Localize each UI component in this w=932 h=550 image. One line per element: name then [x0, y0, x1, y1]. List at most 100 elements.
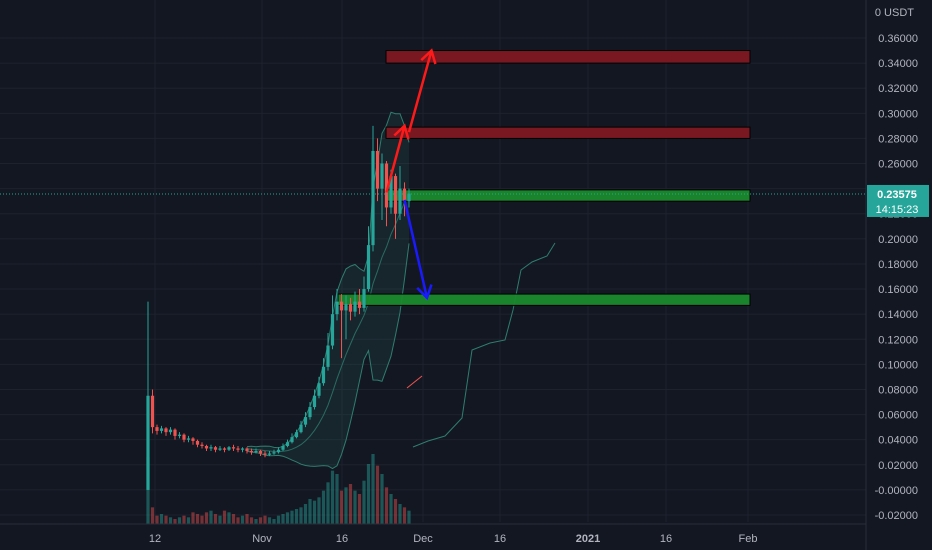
volume-bar — [335, 474, 339, 524]
candle-body — [380, 163, 384, 189]
candle-body — [326, 345, 330, 367]
candle-body — [272, 452, 276, 454]
volume-bar — [362, 480, 366, 524]
candle-body — [150, 395, 155, 428]
candle-body — [240, 448, 245, 450]
volume-bar — [204, 512, 209, 524]
price-tick-label: 0.10000 — [878, 359, 918, 371]
volume-bar — [272, 519, 276, 524]
volume-bar — [299, 507, 303, 524]
price-tick-label: 0.06000 — [878, 410, 918, 422]
time-tick-label: Dec — [413, 533, 433, 545]
blue-arrow-down-head — [416, 284, 433, 301]
volume-bar — [353, 490, 357, 524]
volume-bar — [222, 510, 227, 524]
last-price-countdown: 14:15:23 — [876, 204, 919, 216]
candle-body — [222, 448, 227, 450]
candle-body — [195, 440, 200, 445]
price-tick-label: 0.20000 — [878, 234, 918, 246]
volume-bar — [155, 515, 159, 524]
candle-body — [348, 304, 353, 312]
candle-body — [407, 193, 411, 202]
candle-body — [371, 150, 375, 246]
blue-arrow-down-shaft — [403, 199, 429, 299]
volume-bar — [218, 515, 222, 524]
volume-bar — [303, 504, 308, 524]
candle-body — [308, 407, 312, 418]
last-price-marker: 0.23575 14:15:23 — [0, 184, 929, 217]
volume-bar — [263, 515, 267, 524]
candle-body — [398, 188, 402, 214]
candle-body — [209, 447, 213, 449]
price-tick-label: 0.34000 — [878, 58, 918, 70]
time-tick-label: 16 — [494, 533, 506, 545]
volume-bar — [254, 519, 258, 524]
volume-bar — [290, 510, 294, 524]
volume-bar — [213, 514, 218, 524]
time-tick-label: Nov — [252, 533, 272, 545]
candle-body — [353, 301, 357, 312]
red-arrow-up-2-head — [420, 48, 437, 65]
volume-bar — [191, 512, 195, 524]
volume-bar — [177, 517, 182, 524]
candle-body — [276, 449, 281, 453]
price-tick-label: 0.26000 — [878, 159, 918, 171]
candle-body — [402, 188, 407, 202]
volume-bars — [146, 454, 411, 524]
time-tick-label: 12 — [149, 533, 161, 545]
volume-bar — [209, 510, 213, 524]
candles-layer — [146, 125, 411, 490]
volume-bar — [407, 510, 411, 524]
candle-body — [245, 448, 249, 451]
volume-bar — [146, 457, 150, 524]
candle-body — [330, 314, 335, 346]
volume-bar — [285, 512, 290, 524]
price-axis[interactable]: 0 USDT 0.36000 0.34000 0.32000 0.30000 0.2800… — [865, 0, 918, 550]
red-arrow-up-2-shaft — [407, 50, 433, 133]
volume-bar — [321, 490, 326, 524]
candle-body — [218, 448, 222, 450]
volume-bar — [267, 517, 272, 524]
price-tick-label: 0.16000 — [878, 284, 918, 296]
candle-body — [299, 424, 303, 433]
candle-body — [362, 289, 366, 308]
candle-body — [335, 301, 339, 315]
candle-body — [254, 450, 258, 453]
lagging-line — [412, 242, 556, 448]
candle-body — [312, 395, 317, 408]
time-axis[interactable]: 12 Nov 16 Dec 16 2021 16 Feb — [0, 523, 866, 545]
volume-bar — [384, 487, 389, 524]
price-tick-label: -0.00000 — [875, 485, 918, 497]
candle-body — [317, 383, 321, 396]
short-red-line — [406, 375, 423, 389]
volume-bar — [150, 507, 155, 524]
candle-body — [393, 176, 398, 214]
volume-bar — [164, 515, 168, 524]
volume-bar — [317, 497, 321, 524]
price-tick-label: 0.18000 — [878, 259, 918, 271]
candle-body — [186, 438, 191, 440]
price-axis-currency: 0 USDT — [875, 7, 914, 19]
last-price-value: 0.23575 — [877, 189, 917, 201]
last-price-badge — [867, 184, 929, 217]
volume-bar — [240, 515, 245, 524]
candle-body — [321, 366, 326, 384]
grid-lines — [0, 0, 866, 522]
candle-body — [177, 434, 182, 436]
red-arrow-up-head — [393, 123, 410, 140]
volume-bar — [339, 490, 344, 524]
time-tick-label: 16 — [336, 533, 348, 545]
candle-body — [164, 428, 168, 433]
volume-bar — [249, 517, 254, 524]
price-tick-label: 0.14000 — [878, 309, 918, 321]
volume-bar — [366, 464, 371, 524]
volume-bar — [231, 514, 236, 524]
volume-bar — [276, 515, 281, 524]
volume-bar — [371, 454, 375, 524]
volume-bar — [294, 509, 299, 524]
resistance-zone — [385, 50, 751, 64]
price-tick-label: 0.08000 — [878, 384, 918, 396]
band-lower-line — [246, 243, 410, 470]
candle-body — [168, 429, 173, 433]
